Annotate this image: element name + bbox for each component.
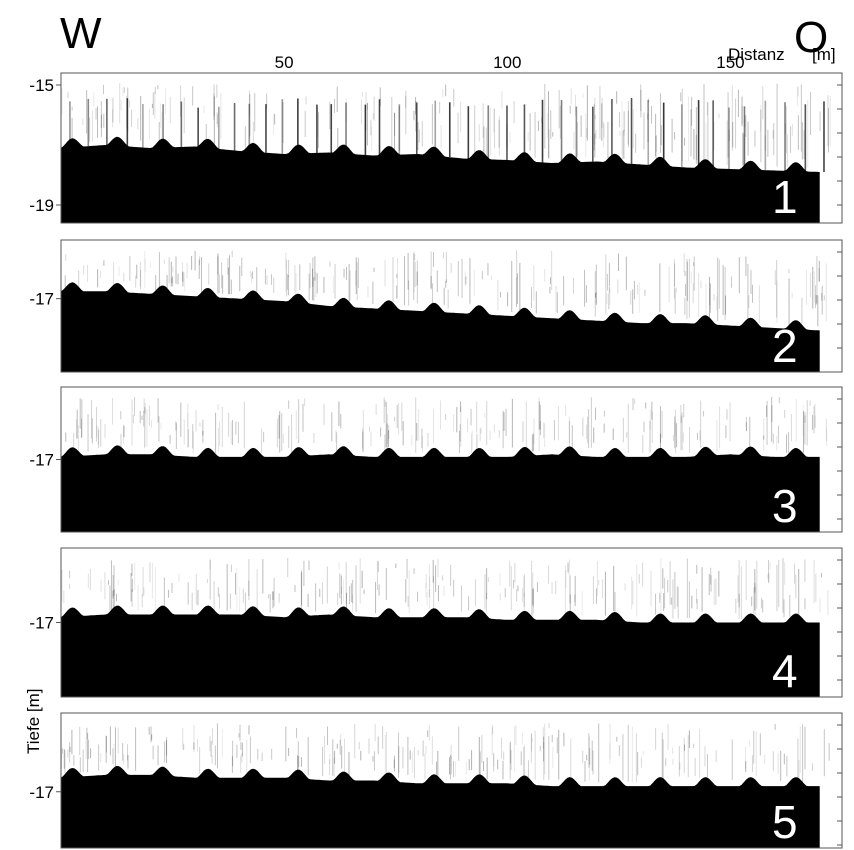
- x-tick-label-2: 150: [716, 53, 744, 72]
- seabed-profile: [61, 136, 820, 223]
- x-tick-label-1: 100: [493, 53, 521, 72]
- panel-frame: [60, 712, 843, 849]
- y-axis-label: Tiefe [m]: [24, 689, 43, 755]
- direction-label-west: W: [60, 9, 102, 58]
- x-tick-label-0: 50: [275, 53, 294, 72]
- echogram-panels: -15 -19 1 -17 2 -17 3 -17 4 -17 5: [29, 72, 843, 849]
- water-column-noise: [60, 723, 830, 783]
- panel-number-1: 1: [772, 171, 798, 223]
- panel-number-2: 2: [772, 320, 798, 372]
- y-tick-label-5-0: -17: [29, 783, 54, 802]
- y-tick-label-3-0: -17: [29, 451, 54, 470]
- water-column-noise: [60, 83, 831, 172]
- direction-label-east: O: [794, 13, 828, 62]
- seabed-profile: [61, 605, 820, 697]
- y-tick-label-1-0: -15: [29, 76, 54, 95]
- panel-3: -17 3: [29, 386, 843, 533]
- panel-1: -15 -19 1: [29, 72, 843, 224]
- y-tick-label-4-0: -17: [29, 614, 54, 633]
- x-axis-label: Distanz: [728, 45, 785, 64]
- panel-frame: [60, 239, 843, 373]
- panel-number-4: 4: [772, 645, 798, 697]
- x-tick-labels: 50 100 150: [275, 53, 745, 72]
- panel-4: -17 4: [29, 547, 843, 698]
- y-tick-label-2-0: -17: [29, 290, 54, 309]
- water-column-noise: [61, 558, 829, 619]
- panel-number-3: 3: [772, 480, 798, 532]
- water-column-noise: [60, 250, 827, 327]
- panel-frame: [60, 72, 843, 224]
- seabed-profile: [61, 445, 820, 532]
- water-column-noise: [65, 397, 828, 453]
- seabed-profile: [61, 282, 820, 372]
- panel-2: -17 2: [29, 239, 843, 373]
- x-axis-unit: [m]: [812, 45, 836, 64]
- panel-number-5: 5: [772, 796, 798, 848]
- panel-5: -17 5: [29, 712, 843, 849]
- y-tick-label-1-1: -19: [29, 196, 54, 215]
- seabed-profile: [61, 765, 820, 848]
